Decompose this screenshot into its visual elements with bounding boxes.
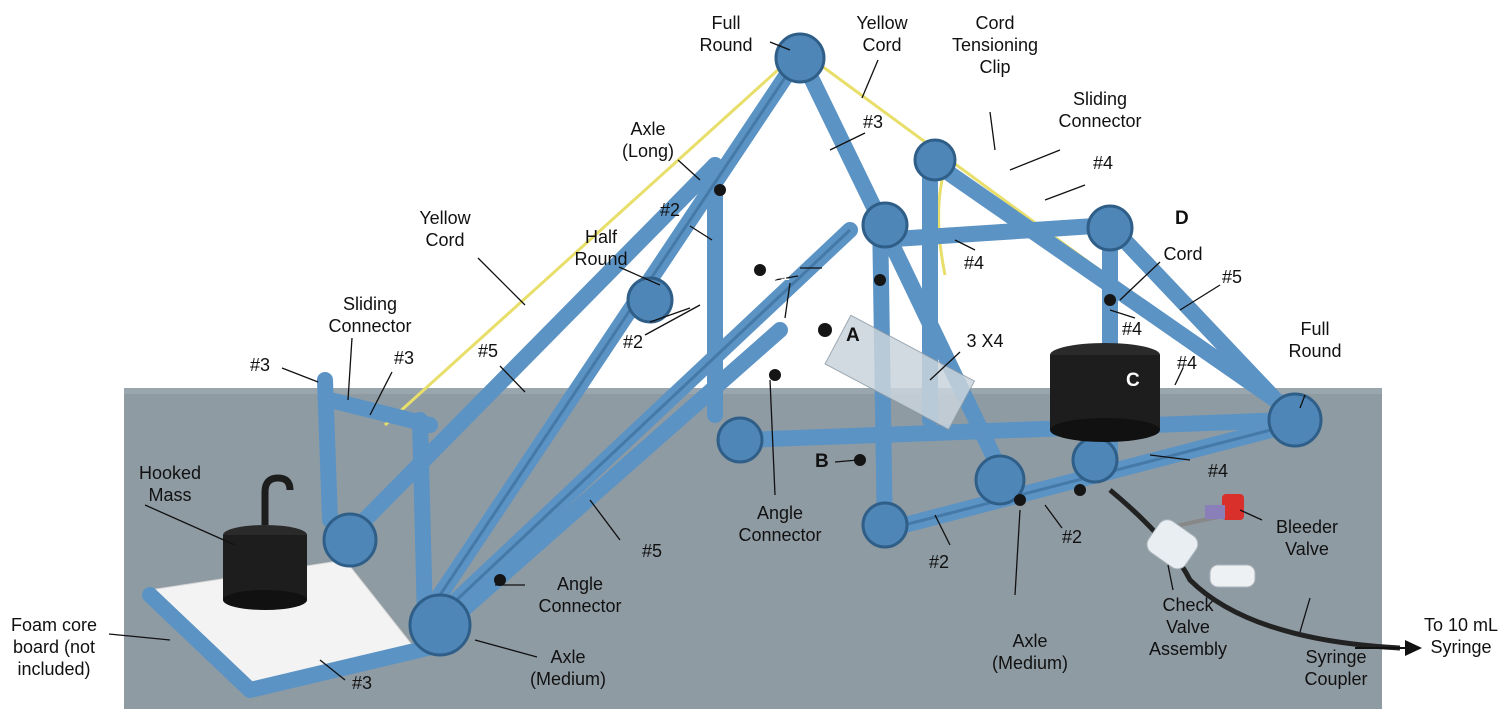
label-axle-medium-left: Axle (Medium) [529,647,606,689]
label-foam-core: Foam core board (not included) [10,615,98,679]
label-num5-bottom: #5 [641,541,663,561]
label-num2-bottom-b: #2 [1061,527,1083,547]
round-hubs [322,32,1323,657]
label-sliding-connector-top: Sliding Connector [1058,89,1142,131]
syringe-cylinder [824,314,976,431]
label-axle-medium-right: Axle (Medium) [991,631,1068,673]
label-bleeder-valve: Bleeder Valve [1275,517,1339,559]
label-full-round-top: Full Round [699,13,753,55]
label-num4-right-b: #4 [1176,353,1198,373]
bleeder-valve [1222,494,1244,520]
label-num4-top: #4 [1092,153,1114,173]
hooked-mass [223,474,307,610]
check-valve [1146,519,1199,570]
leader-lines [108,41,1311,681]
label-yellow-cord-left: Yellow Cord [419,208,471,250]
label-num5-right: #5 [1221,267,1243,287]
label-num3-left-a: #3 [249,355,271,375]
label-num4-right-a: #4 [1121,319,1143,339]
label-half-round: Half Round [574,227,628,269]
label-letter-d: D [1175,208,1189,229]
label-letter-c: C [1126,370,1140,391]
label-num2-bottom-a: #2 [928,552,950,572]
label-full-round-right: Full Round [1288,319,1342,361]
stacked-mass [1050,343,1160,442]
label-cord-right: Cord [1163,244,1203,264]
label-axle-long: Axle (Long) [621,119,675,161]
label-num2-upper: #2 [659,200,681,220]
label-num2-lower: #2 [622,332,644,352]
label-to-syringe: To 10 mL Syringe [1423,615,1499,657]
label-num3-top: #3 [862,112,884,132]
arrow-to-syringe [1405,640,1422,656]
label-angle-connector-mid: Angle Connector [738,503,822,545]
label-sliding-connector-left: Sliding Connector [328,294,412,336]
label-num4-mid: #4 [963,253,985,273]
label-num5-left: #5 [477,341,499,361]
label-angle-connector-low: Angle Connector [538,574,622,616]
label-num3-bottom: #3 [351,673,373,693]
label-num3-left-b: #3 [393,348,415,368]
label-num4-bottom: #4 [1207,461,1229,481]
label-cord-tensioning-clip: Cord Tensioning Clip [951,13,1039,77]
label-check-valve-assembly: Check Valve Assembly [1148,595,1228,659]
label-syringe-coupler: Syringe Coupler [1304,647,1368,689]
label-num1: #1 [770,264,791,284]
label-hooked-mass: Hooked Mass [138,463,202,505]
label-yellow-cord-top: Yellow Cord [856,13,908,55]
label-letter-a: A [846,325,860,346]
label-letter-b: B [815,451,829,472]
label-three-x4: 3 X4 [966,331,1004,351]
